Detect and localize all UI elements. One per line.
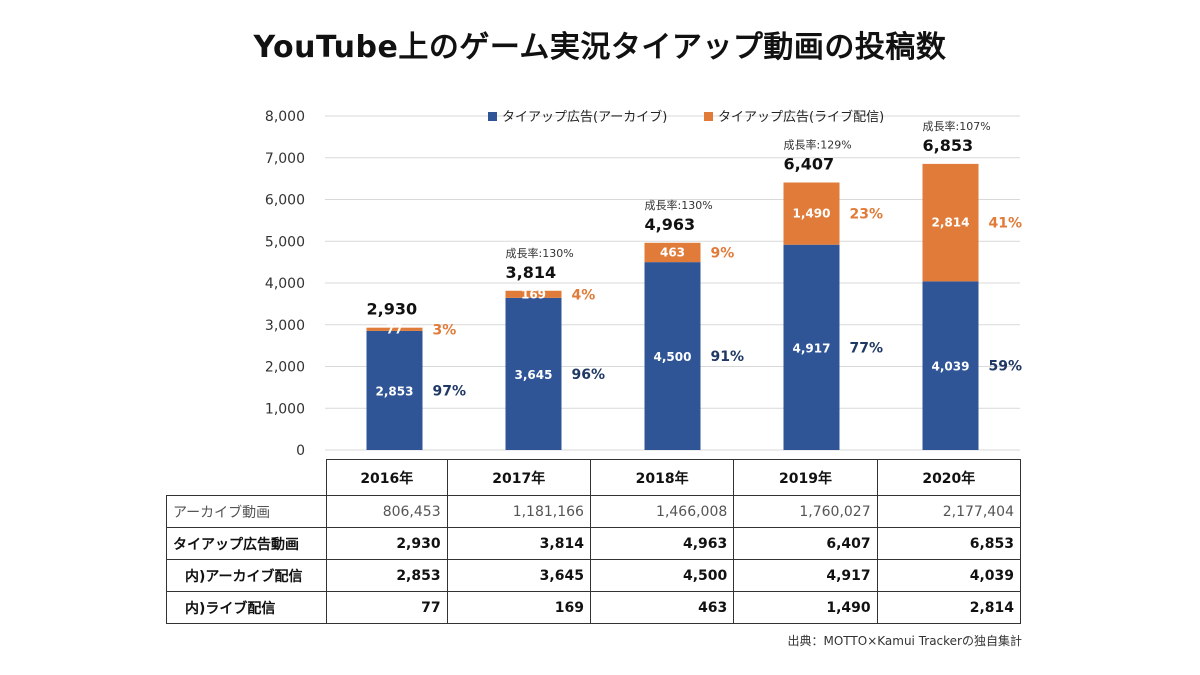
bars: 2,853 77 97% 3% 2,930 3,645 169 96% 4% 3,814 成長率:1…: [366, 119, 1023, 450]
table-cell: 3,645: [446, 559, 591, 592]
table-cell: 169: [446, 591, 591, 624]
table-cell: 4,917: [733, 559, 878, 592]
column-header: 2019年: [733, 459, 878, 496]
table-cell: 4,963: [589, 527, 735, 560]
legend: タイアップ広告(アーカイブ) タイアップ広告(ライブ配信): [488, 109, 884, 125]
legend-label: タイアップ広告(アーカイブ): [502, 109, 667, 125]
legend-swatch: [704, 112, 713, 121]
y-tick-label: 6,000: [265, 193, 305, 209]
chart-title: YouTube上のゲーム実況タイアップ動画の投稿数: [253, 30, 947, 65]
table-cell: 1,490: [733, 591, 878, 624]
table-cell: 1,466,008: [589, 495, 735, 528]
stacked-bar-chart: 0 1,000 2,000 3,000 4,000 5,000 6,000 7,000 8,00…: [265, 109, 1023, 459]
row-label: タイアップ広告動画: [166, 527, 327, 560]
share-live: 41%: [989, 216, 1023, 232]
total-label: 3,814: [506, 263, 557, 282]
growth-label: 成長率:107%: [923, 119, 991, 133]
column-header: 2018年: [589, 459, 735, 496]
y-tick-label: 7,000: [265, 151, 305, 167]
table-cell: 4,039: [876, 559, 1022, 592]
bar-live: [505, 290, 562, 298]
table-cell: 2,853: [326, 559, 448, 592]
total-label: 6,407: [784, 155, 835, 174]
total-label: 2,930: [367, 300, 418, 319]
bar-label-archive: 3,645: [515, 368, 553, 382]
table-cell: 6,853: [876, 527, 1022, 560]
share-archive: 97%: [433, 383, 467, 399]
y-tick-label: 8,000: [265, 109, 305, 125]
bar-archive: [644, 262, 701, 450]
y-tick-label: 5,000: [265, 234, 305, 250]
share-live: 4%: [572, 287, 596, 303]
y-tick-label: 2,000: [265, 360, 305, 376]
data-table: 2016年 2017年 2018年 2019年 2020年 アーカイブ動画 80…: [166, 459, 1022, 624]
y-tick-label: 3,000: [265, 318, 305, 334]
table-cell: 6,407: [733, 527, 878, 560]
bar-label-archive: 2,853: [376, 384, 414, 398]
table-cell: 1,760,027: [733, 495, 878, 528]
share-live: 9%: [711, 245, 735, 261]
table-cell: 3,814: [446, 527, 591, 560]
legend-label: タイアップ広告(ライブ配信): [718, 109, 884, 125]
column-header: 2016年: [326, 459, 448, 496]
bar-archive: [922, 281, 979, 450]
column-header: 2017年: [446, 459, 591, 496]
legend-swatch: [488, 112, 497, 121]
bar-label-live: 2,814: [932, 216, 970, 230]
total-label: 6,853: [923, 136, 974, 155]
bar-label-live: 463: [660, 245, 685, 259]
share-archive: 96%: [572, 367, 606, 383]
growth-label: 成長率:130%: [506, 246, 574, 260]
y-tick-label: 4,000: [265, 276, 305, 292]
bar-label-archive: 4,039: [932, 360, 970, 374]
table-header-row: 2016年 2017年 2018年 2019年 2020年: [167, 459, 1022, 496]
bar-label-live: 77: [386, 322, 403, 336]
bar-live: [783, 182, 840, 245]
table-cell: 77: [326, 591, 448, 624]
row-label: 内)アーカイブ配信: [166, 559, 327, 592]
share-archive: 59%: [989, 359, 1023, 375]
column-header: 2020年: [876, 459, 1022, 496]
row-label: 内)ライブ配信: [166, 591, 327, 624]
total-label: 4,963: [645, 215, 696, 234]
table-cell: 463: [589, 591, 735, 624]
share-archive: 91%: [711, 349, 745, 365]
bar-live: [922, 163, 979, 282]
table-row: 内)ライブ配信 77 169 463 1,490 2,814: [166, 591, 1022, 624]
table-cell: 4,500: [589, 559, 735, 592]
table-cell: 2,814: [876, 591, 1022, 624]
share-live: 3%: [433, 322, 457, 338]
y-tick-label: 0: [296, 443, 305, 459]
table-cell: 2,177,404: [876, 495, 1022, 528]
y-tick-label: 1,000: [265, 401, 305, 417]
table-cell: 1,181,166: [446, 495, 591, 528]
y-axis: 0 1,000 2,000 3,000 4,000 5,000 6,000 7,000 8,00…: [265, 109, 305, 459]
growth-label: 成長率:129%: [784, 138, 852, 152]
bar-live: [644, 242, 701, 263]
bar-label-archive: 4,500: [654, 350, 692, 364]
growth-label: 成長率:130%: [645, 198, 713, 212]
table-cell: 2,930: [326, 527, 448, 560]
bar-label-live: 1,490: [793, 207, 831, 221]
bar-live: [366, 327, 423, 331]
table-row: タイアップ広告動画 2,930 3,814 4,963 6,407 6,853: [166, 527, 1022, 560]
share-archive: 77%: [850, 340, 884, 356]
bar-archive: [783, 244, 840, 450]
bar-archive: [505, 297, 562, 450]
row-label: アーカイブ動画: [166, 495, 327, 528]
source-note: 出典：MOTTO×Kamui Trackerの独自集計: [787, 634, 1023, 648]
bar-label-archive: 4,917: [793, 341, 831, 355]
bar-label-live: 169: [521, 287, 546, 301]
table-cell: 806,453: [326, 495, 448, 528]
share-live: 23%: [850, 207, 884, 223]
bar-archive: [366, 330, 423, 450]
table-row: アーカイブ動画 806,453 1,181,166 1,466,008 1,76…: [166, 495, 1022, 528]
table-row: 内)アーカイブ配信 2,853 3,645 4,500 4,917 4,039: [166, 559, 1022, 592]
